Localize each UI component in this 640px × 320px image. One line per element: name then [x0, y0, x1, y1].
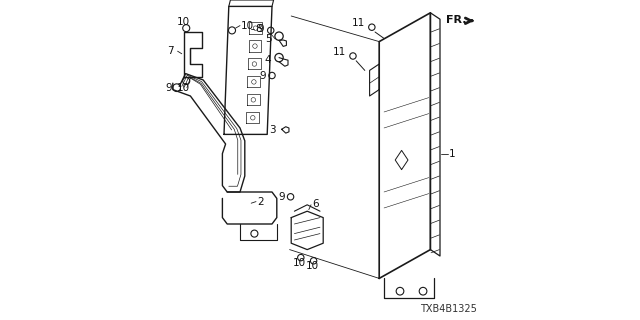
Text: FR.: FR. — [446, 15, 467, 26]
Text: 9: 9 — [260, 70, 266, 81]
Text: 11: 11 — [333, 47, 346, 57]
Text: 6: 6 — [312, 199, 319, 209]
Text: 7: 7 — [167, 46, 173, 56]
Text: 2: 2 — [257, 196, 264, 207]
Text: 10: 10 — [306, 261, 319, 271]
Text: 5: 5 — [265, 34, 271, 44]
Text: 11: 11 — [351, 18, 365, 28]
Text: 3: 3 — [269, 125, 276, 135]
Text: 10: 10 — [293, 258, 307, 268]
Text: 10: 10 — [177, 83, 190, 93]
Text: TXB4B1325: TXB4B1325 — [420, 304, 477, 314]
Text: 9: 9 — [165, 83, 172, 93]
Text: 10: 10 — [241, 20, 254, 31]
Text: 1: 1 — [449, 148, 455, 159]
Text: 10: 10 — [177, 17, 190, 28]
Text: 4: 4 — [265, 54, 271, 65]
Text: 8: 8 — [255, 24, 262, 34]
Text: 9: 9 — [258, 24, 264, 34]
Text: 9: 9 — [279, 192, 285, 202]
